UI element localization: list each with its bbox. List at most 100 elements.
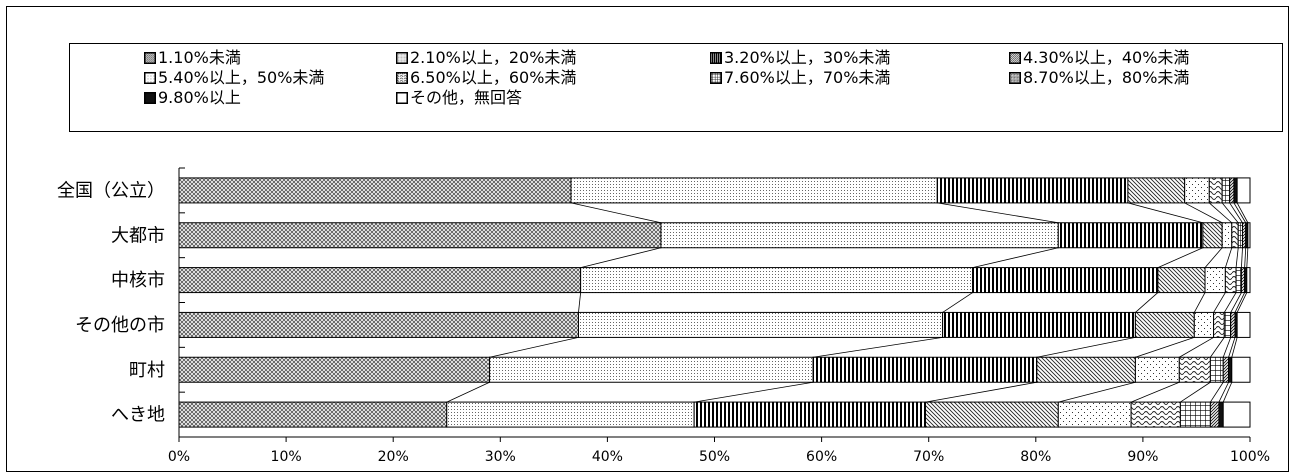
x-tick-label: 0% (168, 449, 190, 465)
bar-segment (1057, 401, 1132, 428)
series-line (1209, 202, 1233, 224)
category-label: へき地 (111, 405, 165, 426)
series-line (1193, 292, 1206, 313)
series-line (1130, 381, 1180, 403)
category-label: 中核市 (111, 270, 165, 291)
series-line (1241, 247, 1243, 268)
series-line (1234, 292, 1246, 313)
legend-swatch (396, 52, 408, 64)
series-line (1180, 381, 1211, 403)
series-line (937, 202, 1059, 224)
legend-label: 8.70%以上，80%未満 (1023, 68, 1190, 87)
category-label: その他の市 (75, 315, 165, 336)
series-line (1235, 247, 1239, 268)
legend-item: 6.50%以上，60%未満 (396, 68, 576, 88)
legend-swatch (710, 72, 722, 84)
series-line (1229, 202, 1243, 223)
x-tick-label: 90% (1127, 449, 1158, 465)
series-line (1210, 382, 1224, 403)
bar-segment (1213, 311, 1225, 338)
bar-row (178, 177, 1251, 204)
bar-segment (812, 356, 1038, 383)
legend-label: 7.60%以上，70%未満 (724, 68, 891, 87)
x-tick-label: 40% (592, 449, 623, 465)
series-line (942, 292, 973, 313)
legend-label: 1.10%未満 (158, 48, 241, 67)
bar-segment (1231, 356, 1251, 383)
bar-segment (1208, 177, 1223, 204)
series-line (1224, 247, 1233, 268)
category-label: 大都市 (111, 225, 165, 246)
series-line (1218, 382, 1229, 403)
series-line (1228, 337, 1236, 358)
bar-segment (1218, 401, 1224, 428)
legend-swatch (710, 52, 722, 64)
bar-segment (1246, 267, 1251, 294)
legend-label: 9.80%以上 (158, 88, 241, 107)
series-line (694, 381, 814, 403)
bar-segment (1235, 267, 1242, 294)
x-tick-label: 20% (378, 449, 409, 465)
series-line (1127, 202, 1203, 224)
series-line (1058, 381, 1136, 403)
bar-segment (1229, 177, 1235, 204)
x-tick-label: 10% (271, 449, 302, 465)
bar-segment (178, 311, 579, 338)
series-line (580, 247, 662, 268)
bar-segment (1130, 401, 1181, 428)
bar-segment (1230, 311, 1236, 338)
legend-label: その他，無回答 (410, 88, 523, 107)
series-line (1246, 247, 1249, 268)
bar-segment (577, 311, 944, 338)
series-line (1222, 382, 1233, 403)
legend-swatch (144, 92, 156, 104)
series-lines (446, 202, 1249, 403)
bar-segment (1236, 177, 1251, 204)
series-line (1231, 337, 1238, 358)
bar-segment (972, 267, 1159, 294)
bar-row (178, 401, 1251, 428)
bar-segment (446, 401, 695, 428)
bar-segment (942, 311, 1136, 338)
legend-swatch (144, 72, 156, 84)
bar-segment (178, 356, 491, 383)
x-tick-label: 30% (485, 449, 516, 465)
series-line (1236, 202, 1249, 223)
series-line (1135, 292, 1159, 313)
legend: 1.10%未満 2.10%以上，20%未満 3.20%以上，30%未満 4.30%以上… (69, 43, 1283, 132)
x-tick-label: 70% (913, 449, 944, 465)
bar-row (178, 267, 1251, 294)
bar-segment (1223, 311, 1232, 338)
bar-segment (1036, 356, 1136, 383)
bar-segment (1221, 222, 1233, 249)
series-line (925, 381, 1037, 403)
series-line (1184, 202, 1223, 224)
category-label: 全国（公立） (57, 180, 165, 201)
series-line (1233, 202, 1247, 223)
bar-segment (1127, 177, 1186, 204)
series-line (1244, 247, 1247, 268)
bar-segment (1134, 356, 1180, 383)
series-line (1179, 337, 1214, 358)
series-line (1204, 247, 1223, 268)
bar-segment (1236, 311, 1251, 338)
bar-segment (1157, 267, 1206, 294)
series-line (1210, 337, 1225, 358)
bar-row (178, 311, 1251, 338)
bar-segment (178, 177, 572, 204)
series-line (1036, 337, 1136, 358)
legend-swatch (1009, 52, 1021, 64)
bar-segment (1178, 356, 1211, 383)
bar-segment (1209, 356, 1224, 383)
series-line (1230, 292, 1242, 313)
bar-segment (178, 267, 582, 294)
series-line (1223, 292, 1237, 313)
bar-segment (1134, 311, 1195, 338)
bar-segment (570, 177, 938, 204)
series-line (1135, 337, 1195, 358)
series-line (570, 202, 662, 224)
legend-label: 2.10%以上，20%未満 (410, 48, 577, 67)
legend-item: その他，無回答 (396, 88, 522, 108)
bar-segment (1224, 267, 1237, 294)
